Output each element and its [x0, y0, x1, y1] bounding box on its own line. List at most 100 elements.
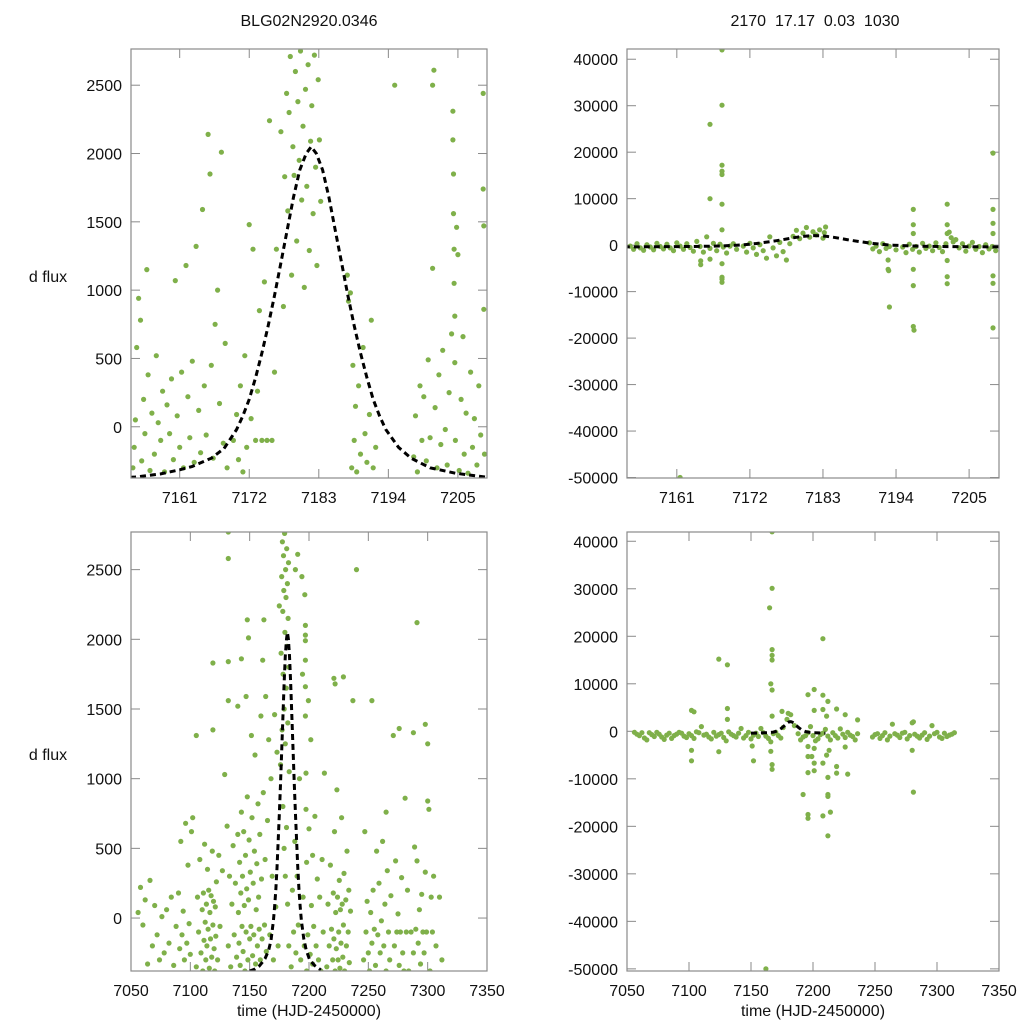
x-tick-label: 7205 [951, 490, 987, 507]
data-point [455, 252, 461, 258]
data-point [279, 539, 285, 545]
data-point [318, 198, 324, 204]
data-point [934, 729, 940, 735]
data-point [215, 957, 221, 963]
data-point [321, 770, 327, 776]
data-point [257, 831, 263, 838]
data-point [375, 932, 381, 938]
data-point [824, 752, 830, 758]
data-point [331, 829, 338, 835]
data-point [436, 894, 443, 900]
data-point [248, 732, 254, 739]
x-tick-label: 7161 [162, 490, 198, 507]
x-tick-label: 7200 [795, 983, 831, 1000]
data-point [220, 440, 226, 446]
data-point [397, 929, 403, 935]
data-point [422, 721, 428, 727]
data-point [292, 838, 298, 845]
data-series [631, 532, 958, 971]
data-point [894, 732, 900, 738]
data-point [210, 660, 216, 666]
data-point [421, 394, 427, 400]
data-point [707, 121, 713, 127]
data-point [302, 657, 308, 663]
data-point [368, 317, 374, 323]
data-point [225, 698, 231, 704]
data-point [378, 918, 384, 924]
data-point [311, 923, 317, 930]
data-point [346, 960, 352, 966]
data-point [763, 255, 770, 261]
data-point [344, 848, 350, 854]
data-point [887, 733, 893, 739]
data-point [410, 730, 416, 736]
data-point [452, 360, 458, 366]
data-point [171, 962, 177, 969]
data-point [948, 235, 954, 241]
data-point [471, 416, 477, 422]
data-point [234, 954, 240, 960]
data-point [302, 86, 309, 92]
data-point [783, 257, 790, 263]
data-point [131, 465, 136, 471]
data-point [260, 790, 266, 796]
data-point [750, 758, 757, 764]
data-point [263, 948, 269, 955]
y-tick-label: 1000 [86, 772, 122, 789]
data-point [349, 465, 355, 471]
data-point [664, 732, 670, 738]
panels: 0 500 1000 1500 2000 2500 7161 7172 7183 7194 7205… [86, 48, 1017, 1000]
data-point [929, 723, 935, 729]
data-point [698, 262, 704, 268]
y-tick-label: -40000 [568, 914, 618, 931]
data-point [769, 713, 775, 719]
data-point [811, 686, 817, 693]
data-point [811, 745, 817, 752]
data-point [253, 437, 259, 443]
data-point [174, 413, 180, 419]
data-point [288, 964, 294, 970]
data-point [193, 732, 199, 739]
data-point [763, 966, 769, 971]
data-point [763, 733, 769, 739]
data-point [209, 848, 215, 854]
data-point [240, 948, 246, 955]
x-tick-label: 7150 [232, 983, 268, 1000]
data-point [283, 824, 290, 831]
data-point [433, 943, 439, 949]
data-point [719, 261, 725, 267]
data-point [270, 957, 276, 963]
data-point [427, 968, 433, 971]
data-point [260, 657, 266, 663]
data-point [959, 241, 966, 247]
data-point [990, 206, 996, 212]
data-point [422, 869, 428, 875]
fit-curve [751, 720, 826, 735]
data-point [216, 400, 223, 407]
data-point [255, 801, 261, 807]
data-point [336, 929, 342, 935]
data-point [469, 444, 476, 450]
data-point [707, 196, 713, 202]
data-point [410, 950, 416, 956]
data-point [352, 403, 359, 409]
data-point [284, 581, 290, 587]
data-point [698, 258, 704, 264]
data-point [212, 904, 218, 910]
data-point [253, 961, 259, 967]
data-point [889, 721, 896, 727]
data-point [180, 908, 186, 914]
data-point [769, 657, 775, 663]
data-point [208, 893, 214, 899]
data-point [328, 926, 335, 932]
data-point [914, 733, 920, 739]
data-point [805, 815, 811, 821]
data-point [198, 950, 204, 956]
data-point [718, 730, 724, 736]
right-title: 2170 17.17 0.03 1030 [730, 13, 899, 30]
data-point [314, 876, 320, 882]
data-point [333, 946, 339, 952]
data-point [183, 262, 189, 269]
data-point [944, 257, 950, 264]
data-point [172, 278, 178, 284]
